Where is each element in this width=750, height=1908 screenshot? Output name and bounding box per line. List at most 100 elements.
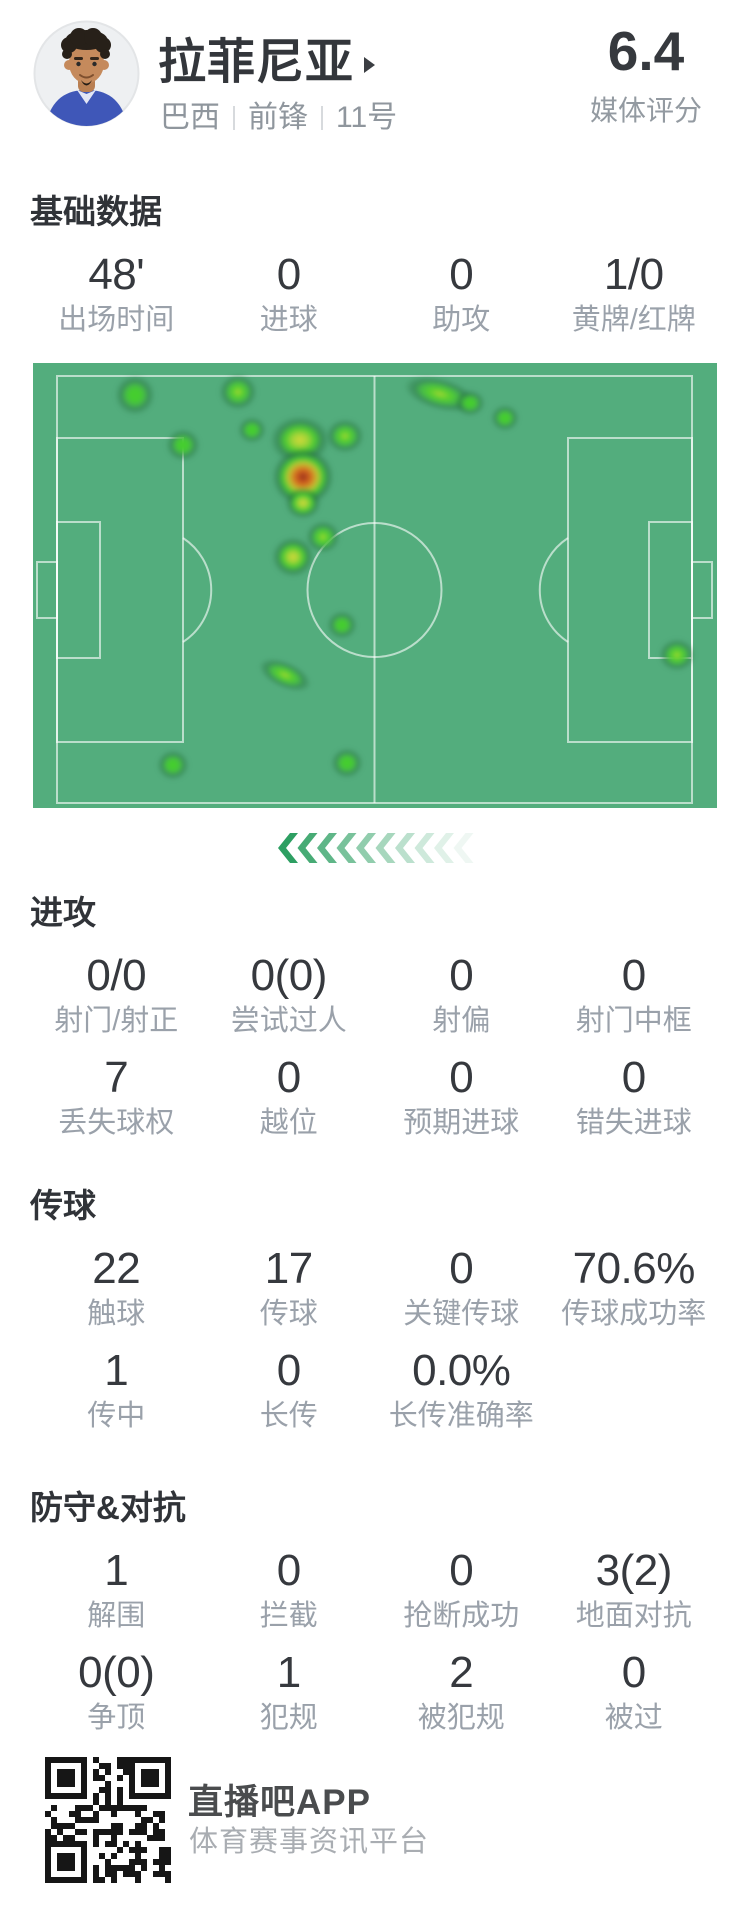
heat-blob [326,419,364,453]
stat-label: 出场时间 [58,304,175,336]
player-name: 拉菲尼亚 [158,36,355,89]
section-title: 进攻 [30,894,96,931]
stat-label: 射偏 [432,1005,491,1037]
stat-value: 0 [449,1053,474,1102]
stat-label: 射门/射正 [54,1005,179,1037]
stat-item: 70.6% 传球成功率 [548,1246,721,1331]
stat-item: 0/0 射门/射正 [30,951,203,1038]
player-position: 前锋 [248,101,308,134]
stat-label: 触球 [87,1298,146,1330]
stat-item: 0 抢断成功 [375,1546,548,1633]
stat-item: 2 被犯规 [375,1650,548,1735]
stat-value: 0(0) [78,1648,155,1697]
section-defense: 防守&对抗 1 解围 0 拦截 0 抢断成功 3(2) 地面对抗 0(0) 争顶 1 犯规 2 被犯规 0 被过 [0,1488,750,1734]
stat-label: 传球 [259,1298,318,1330]
stat-label: 进球 [259,304,318,336]
app-name: 直播吧APP [188,1783,371,1822]
stat-item: 0 射偏 [375,951,548,1038]
stat-item: 3(2) 地面对抗 [548,1546,721,1633]
rating-label: 媒体评分 [589,95,702,126]
stat-item: 0 射门中框 [548,951,721,1038]
stat-value: 1 [276,1648,301,1697]
section-basic-stats: 基础数据 48' 出场时间 0 进球 0 助攻 1/0 黄牌/红牌 [0,192,750,336]
stat-label: 被过 [604,1702,663,1734]
stat-item: 0 预期进球 [375,1053,548,1140]
attack-direction-arrows-icon [277,832,487,869]
stat-item: 0 长传 [203,1346,376,1433]
stat-row: 0/0 射门/射正 0(0) 尝试过人 0 射偏 0 射门中框 [0,951,750,1038]
stat-value: 0.0% [412,1346,511,1395]
heat-blob [491,405,519,431]
stat-row: 0(0) 争顶 1 犯规 2 被犯规 0 被过 [0,1648,750,1735]
stat-value: 0 [449,951,474,1000]
stat-label: 传球成功率 [561,1298,707,1330]
player-shirt-number: 11号 [336,101,398,134]
rating-value: 6.4 [607,20,685,82]
stat-item: 17 传球 [203,1244,376,1331]
section-title: 传球 [30,1187,96,1224]
stat-value: 0 [449,250,474,299]
stat-value: 0 [276,1546,301,1595]
stat-value: 0/0 [86,951,147,1000]
stat-row: 7 丢失球权 0 越位 0 预期进球 0 错失进球 [0,1053,750,1140]
heat-blob [166,429,200,461]
stat-label: 争顶 [87,1702,146,1734]
stat-item: 1/0 黄牌/红牌 [548,252,721,337]
stat-label: 犯规 [259,1702,318,1734]
heat-blob [306,521,340,553]
stat-item: 0(0) 尝试过人 [203,953,376,1038]
stat-label: 越位 [259,1107,318,1139]
heat-blob [157,750,189,780]
stat-value: 3(2) [595,1546,673,1595]
stat-item: 0 关键传球 [375,1244,548,1331]
stat-value: 0 [276,250,301,299]
stat-item: 48' 出场时间 [30,252,203,337]
heat-blob [659,639,695,671]
caret-right-icon [364,57,376,73]
section-attack: 进攻 0/0 射门/射正 0(0) 尝试过人 0 射偏 0 射门中框 7 丢失球权 0 越位 0 预期进球 0… [0,893,750,1139]
stat-item: 0.0% 长传准确率 [375,1346,548,1433]
stat-value: 0 [276,1346,301,1395]
stat-value: 17 [264,1244,313,1293]
pitch-lines [36,375,713,804]
stat-row: 1 传中 0 长传 0.0% 长传准确率 [0,1346,750,1433]
stat-item: 0 越位 [203,1055,376,1140]
stat-label: 拦截 [259,1600,318,1632]
player-meta: 巴西 前锋 11号 [160,101,397,135]
stat-label: 长传 [259,1400,318,1432]
heat-blob [331,748,363,778]
heat-blob [115,375,155,415]
stat-label: 尝试过人 [230,1005,347,1037]
stat-label: 长传准确率 [388,1400,534,1432]
stat-value: 0 [449,1244,474,1293]
stat-item: 0 被过 [548,1650,721,1735]
stat-value: 0 [449,1546,474,1595]
divider [233,106,235,130]
stat-item: 0 进球 [203,250,376,337]
stat-item: 0 拦截 [203,1546,376,1633]
stat-value: 1 [104,1546,129,1595]
media-rating: 6.4 媒体评分 [560,22,732,126]
stat-row: 1 解围 0 拦截 0 抢断成功 3(2) 地面对抗 [0,1546,750,1633]
stat-value: 22 [92,1244,141,1293]
section-passing: 传球 22 触球 17 传球 0 关键传球 70.6% 传球成功率 1 传中 0 长传 0.0% 长传准确率 [0,1186,750,1432]
section-title: 基础数据 [30,193,162,230]
stat-item: 7 丢失球权 [30,1055,203,1140]
stat-row: 22 触球 17 传球 0 关键传球 70.6% 传球成功率 [0,1244,750,1331]
position-heatmap [33,363,717,808]
stat-label: 射门中框 [575,1005,692,1037]
player-avatar-illustration [33,20,140,127]
stat-value: 0 [621,951,646,1000]
player-name-row[interactable]: 拉菲尼亚 [158,36,376,90]
stat-label: 被犯规 [417,1702,505,1734]
stat-item: 1 传中 [30,1348,203,1433]
stat-item: 0 助攻 [375,250,548,337]
stat-label: 解围 [87,1600,146,1632]
stat-label: 丢失球权 [58,1107,175,1139]
stat-item: 0(0) 争顶 [30,1648,203,1735]
stat-item: 22 触球 [30,1244,203,1331]
stat-value: 0 [621,1053,646,1102]
stat-label: 黄牌/红牌 [571,304,696,336]
heat-blob [455,390,485,416]
heat-blob [219,374,257,410]
